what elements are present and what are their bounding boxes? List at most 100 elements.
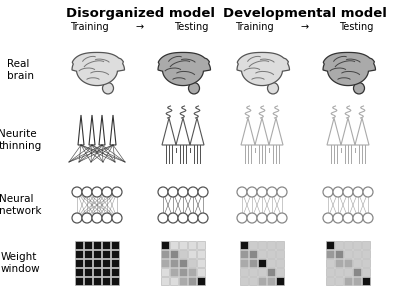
Circle shape (267, 187, 277, 197)
Bar (240, 241, 248, 249)
Text: Training: Training (235, 22, 273, 32)
Bar (188, 241, 196, 249)
Text: Developmental model: Developmental model (223, 7, 387, 20)
Circle shape (82, 187, 92, 197)
Circle shape (247, 187, 257, 197)
Bar (326, 277, 334, 285)
Ellipse shape (268, 83, 278, 94)
Bar (276, 268, 284, 276)
Bar (267, 241, 275, 249)
Bar (170, 241, 178, 249)
Circle shape (168, 213, 178, 223)
Circle shape (353, 187, 363, 197)
Bar (93, 241, 101, 249)
Bar (249, 241, 257, 249)
Text: →: → (136, 22, 144, 32)
Bar (197, 241, 206, 249)
Text: Disorganized model: Disorganized model (66, 7, 214, 20)
Bar (111, 277, 119, 285)
Bar (102, 277, 110, 285)
Circle shape (277, 213, 287, 223)
Bar (179, 241, 187, 249)
Bar (344, 277, 352, 285)
Bar (188, 268, 196, 276)
Bar (74, 250, 82, 258)
Bar (335, 250, 343, 258)
Circle shape (277, 187, 287, 197)
Bar (362, 277, 370, 285)
Circle shape (333, 213, 343, 223)
Circle shape (188, 187, 198, 197)
Circle shape (363, 213, 373, 223)
Bar (353, 259, 361, 267)
Bar (258, 250, 266, 258)
Bar (335, 277, 343, 285)
Bar (93, 268, 101, 276)
Bar (84, 259, 92, 267)
Circle shape (343, 187, 353, 197)
Bar (93, 259, 101, 267)
Bar (276, 259, 284, 267)
Bar (197, 250, 206, 258)
Circle shape (178, 187, 188, 197)
Circle shape (158, 187, 168, 197)
Circle shape (112, 187, 122, 197)
Circle shape (353, 213, 363, 223)
Bar (84, 241, 92, 249)
Circle shape (82, 213, 92, 223)
Circle shape (237, 213, 247, 223)
Bar (179, 250, 187, 258)
Bar (249, 268, 257, 276)
Circle shape (333, 187, 343, 197)
Circle shape (247, 213, 257, 223)
Bar (111, 268, 119, 276)
Bar (93, 250, 101, 258)
Bar (111, 250, 119, 258)
Bar (160, 250, 169, 258)
Text: Neural
network: Neural network (0, 194, 41, 216)
Bar (179, 268, 187, 276)
Bar (276, 241, 284, 249)
Bar (179, 259, 187, 267)
Circle shape (72, 187, 82, 197)
Bar (84, 268, 92, 276)
Bar (267, 259, 275, 267)
Bar (188, 250, 196, 258)
Bar (326, 250, 334, 258)
Circle shape (112, 213, 122, 223)
Circle shape (323, 213, 333, 223)
Circle shape (72, 213, 82, 223)
Bar (249, 250, 257, 258)
Bar (344, 250, 352, 258)
Circle shape (237, 187, 247, 197)
Bar (240, 268, 248, 276)
Bar (276, 277, 284, 285)
Bar (74, 268, 82, 276)
Bar (93, 277, 101, 285)
Bar (249, 277, 257, 285)
Bar (344, 268, 352, 276)
Circle shape (102, 187, 112, 197)
Bar (335, 259, 343, 267)
Bar (362, 241, 370, 249)
Circle shape (178, 213, 188, 223)
Bar (160, 268, 169, 276)
Circle shape (92, 187, 102, 197)
Text: Testing: Testing (174, 22, 208, 32)
Bar (335, 241, 343, 249)
Bar (362, 250, 370, 258)
Ellipse shape (188, 83, 200, 94)
Bar (197, 268, 206, 276)
Bar (102, 241, 110, 249)
Bar (74, 277, 82, 285)
Bar (197, 259, 206, 267)
Circle shape (102, 213, 112, 223)
Polygon shape (72, 53, 124, 86)
Bar (188, 277, 196, 285)
Text: Training: Training (70, 22, 108, 32)
Bar (353, 241, 361, 249)
Bar (353, 268, 361, 276)
Circle shape (267, 213, 277, 223)
Bar (102, 268, 110, 276)
Bar (170, 259, 178, 267)
